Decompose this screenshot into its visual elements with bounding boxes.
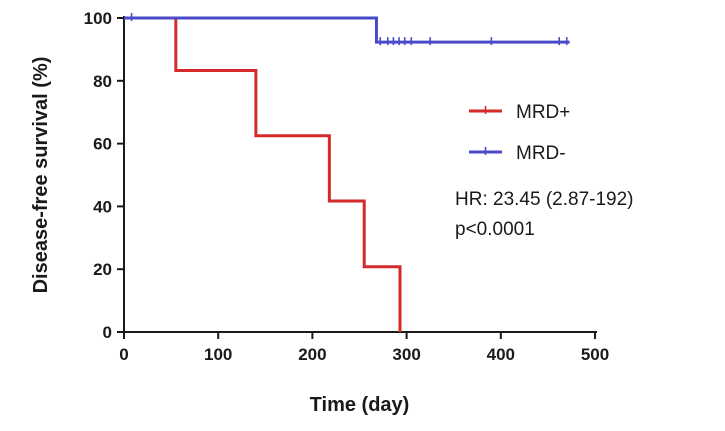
y-tick-label: 100 <box>84 9 112 28</box>
x-tick-label: 300 <box>392 345 420 364</box>
survival-curve <box>124 16 570 44</box>
y-tick-label: 60 <box>93 135 112 154</box>
legend: MRD+ MRD- <box>469 102 570 164</box>
legend-label: MRD+ <box>516 102 570 123</box>
annotations: HR: 23.45 (2.87-192) p<0.0001 <box>455 189 634 240</box>
legend-entry: MRD- <box>469 143 566 164</box>
y-tick-label: 20 <box>93 260 112 279</box>
y-tick-label: 0 <box>103 323 112 342</box>
legend-label: MRD- <box>516 143 566 164</box>
y-tick-label: 40 <box>93 197 112 216</box>
x-tick-label: 0 <box>119 345 128 364</box>
legend-entry: MRD+ <box>469 102 570 123</box>
series-mrd- <box>124 16 402 332</box>
x-tick-label: 400 <box>487 345 515 364</box>
hazard-ratio-text: HR: 23.45 (2.87-192) <box>455 189 634 210</box>
p-value-text: p<0.0001 <box>455 219 535 240</box>
series-mrd- <box>124 13 570 46</box>
x-axis-title: Time (day) <box>310 394 410 416</box>
x-tick-label: 500 <box>581 345 609 364</box>
survival-curve <box>124 16 402 332</box>
y-axis-title: Disease-free survival (%) <box>30 57 52 294</box>
x-tick-label: 100 <box>204 345 232 364</box>
y-tick-label: 80 <box>93 72 112 91</box>
x-tick-label: 200 <box>298 345 326 364</box>
axes: 0 20 40 60 80 100 0 100 200 300 400 500 Time (day) Di… <box>30 9 609 416</box>
series-group <box>124 13 570 332</box>
